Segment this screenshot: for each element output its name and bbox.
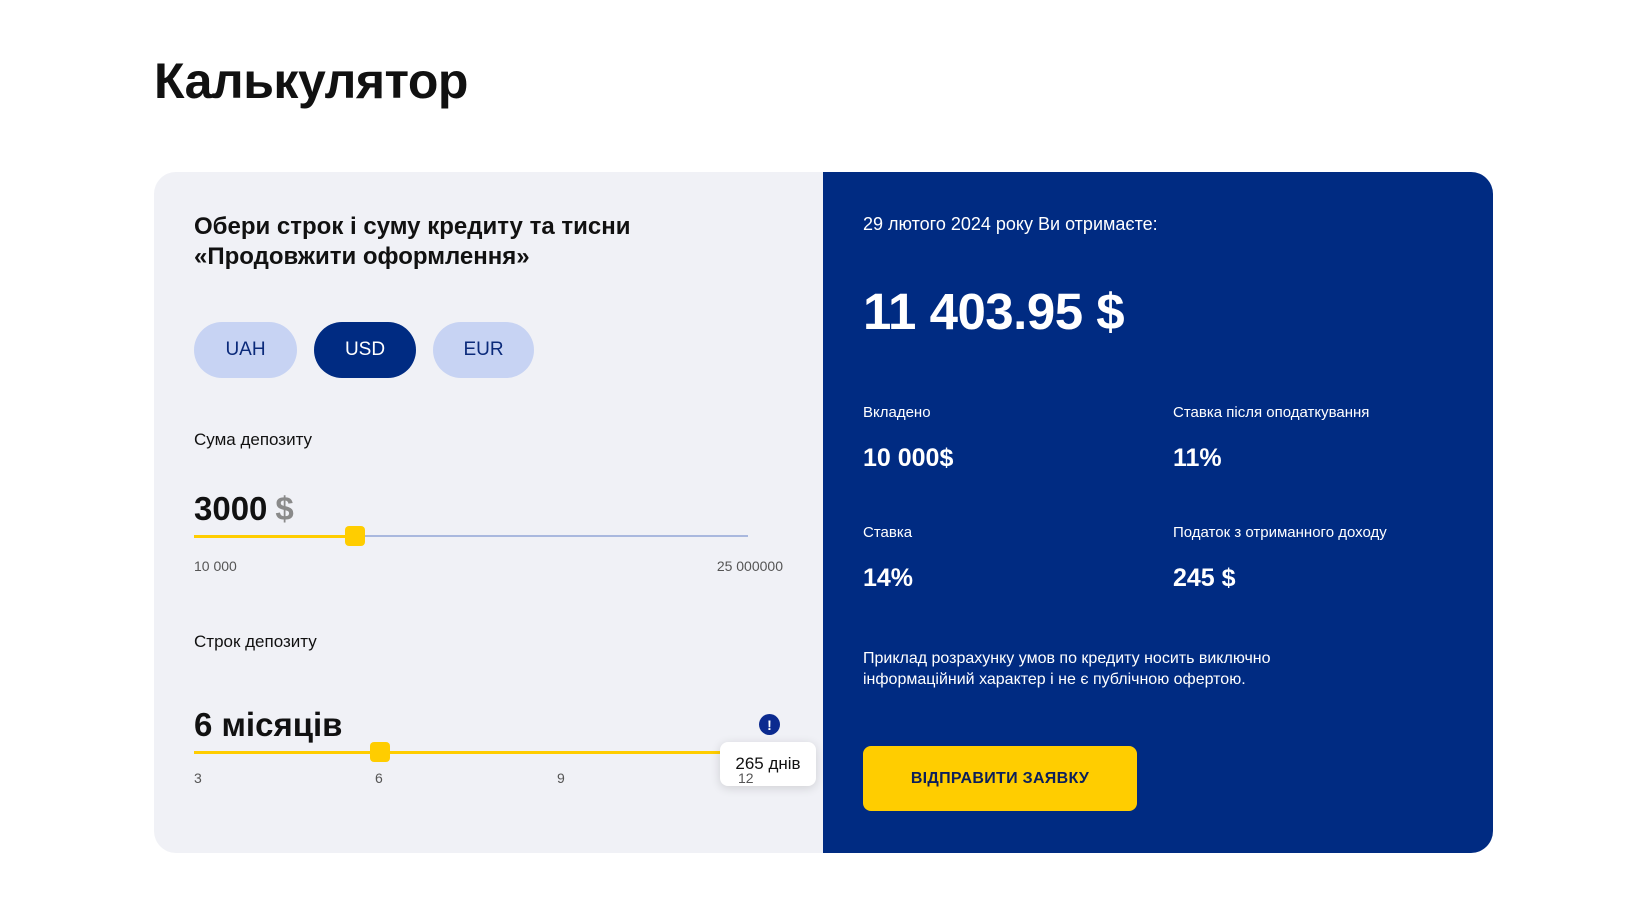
deposit-amount-number: 3000 [194, 490, 268, 527]
currency-uah-button[interactable]: UAH [194, 322, 297, 378]
net-rate-label: Ставка після оподаткування [1173, 404, 1370, 421]
term-tick-9: 9 [557, 770, 565, 786]
amount-slider-fill [194, 535, 355, 538]
term-slider-track[interactable] [194, 751, 748, 754]
term-tick-12: 12 [738, 770, 754, 786]
disclaimer-text: Приклад розрахунку умов по кредиту носит… [863, 650, 1271, 688]
payout-date-line: 29 лютого 2024 року Ви отримаєте: [863, 214, 1158, 234]
panel-heading: Обери строк і суму кредиту та тисни «Про… [194, 212, 714, 272]
currency-usd-button[interactable]: USD [314, 322, 416, 378]
page-title: Калькулятор [154, 53, 468, 109]
invested-label: Вкладено [863, 404, 931, 421]
rate-value: 14% [863, 564, 914, 592]
amount-slider-track[interactable] [194, 535, 748, 537]
term-tick-6: 6 [375, 770, 383, 786]
rate-label: Ставка [863, 524, 913, 541]
submit-application-button[interactable]: ВІДПРАВИТИ ЗАЯВКУ [863, 746, 1137, 811]
amount-min-label: 10 000 [194, 558, 237, 574]
term-days-tooltip: 265 днів [720, 742, 816, 786]
deposit-amount-value: 3000 $ [194, 490, 294, 528]
invested-value: 10 000$ [863, 444, 954, 472]
net-rate-value: 11% [1173, 444, 1222, 472]
calculator-results-panel: 29 лютого 2024 року Ви отримаєте: 11 403… [823, 172, 1493, 853]
calculator-card: Обери строк і суму кредиту та тисни «Про… [154, 172, 1493, 853]
income-tax-label: Податок з отриманного доходу [1173, 524, 1387, 541]
term-tick-3: 3 [194, 770, 202, 786]
info-icon[interactable]: ! [759, 714, 780, 735]
amount-max-label: 25 000000 [716, 558, 783, 574]
calculator-inputs-panel: Обери строк і суму кредиту та тисни «Про… [154, 172, 823, 853]
currency-selector: UAH USD EUR [194, 322, 534, 378]
heading-line-2: «Продовжити оформлення» [194, 243, 530, 270]
income-tax-value: 245 $ [1173, 564, 1236, 592]
deposit-amount-currency: $ [275, 490, 294, 527]
currency-eur-button[interactable]: EUR [433, 322, 534, 378]
deposit-term-label: Строк депозиту [194, 632, 317, 651]
heading-line-1: Обери строк і суму кредиту та тисни [194, 213, 631, 240]
deposit-amount-label: Сума депозиту [194, 430, 313, 449]
term-slider-thumb[interactable] [370, 742, 391, 762]
payout-total: 11 403.95 $ [863, 283, 1125, 340]
amount-slider-thumb[interactable] [344, 526, 365, 546]
deposit-term-value: 6 місяців [194, 706, 343, 743]
